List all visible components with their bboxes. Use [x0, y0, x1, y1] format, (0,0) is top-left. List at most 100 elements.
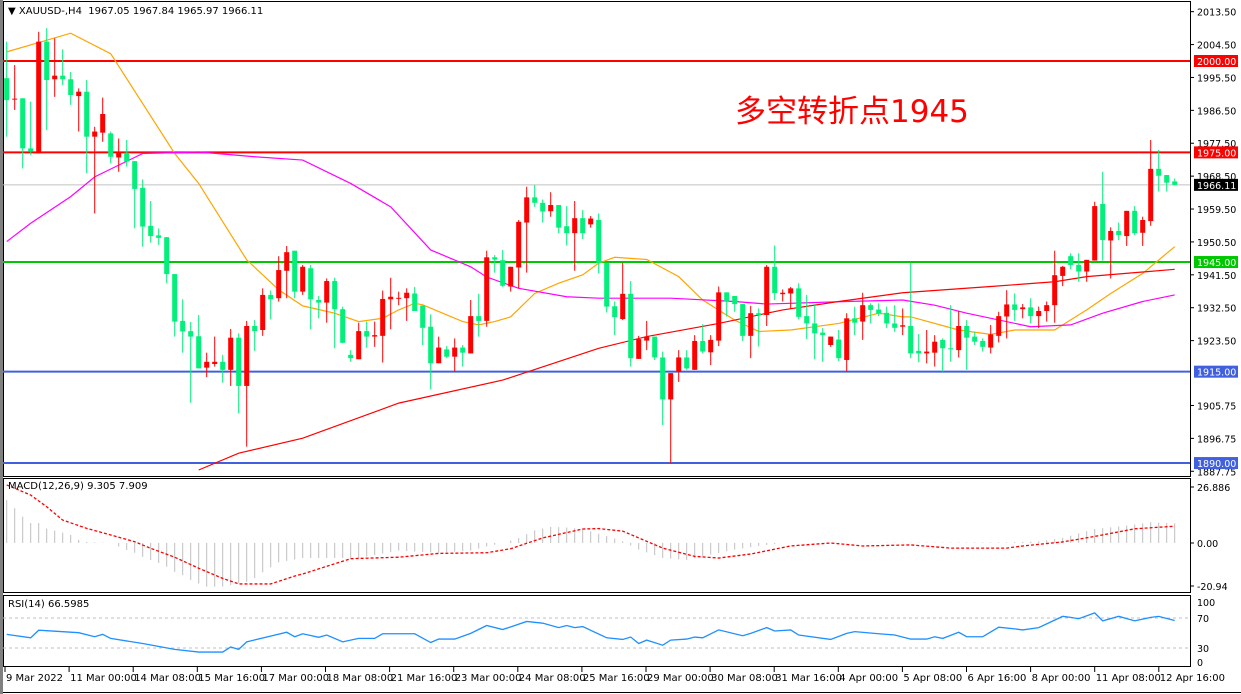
candle-body — [892, 323, 898, 328]
time-axis-label: 21 Mar 16:00 — [390, 673, 458, 684]
candle-body — [1036, 311, 1042, 317]
candle-body — [964, 325, 970, 338]
rsi-axis-label: 70 — [1197, 614, 1209, 625]
candle-body — [220, 361, 226, 370]
candle-body — [756, 313, 762, 316]
candle-body — [604, 262, 610, 307]
candle-body — [1140, 219, 1146, 233]
candle-body — [700, 340, 706, 352]
candle-body — [924, 351, 930, 354]
candle-body — [748, 313, 754, 336]
candle-body — [396, 297, 402, 299]
candle-body — [732, 296, 738, 305]
candle-body — [708, 339, 714, 353]
symbol-header: ▼ XAUUSD-,H4 1967.05 1967.84 1965.97 196… — [8, 6, 263, 17]
candle-body — [36, 41, 42, 154]
candle-body — [1084, 259, 1090, 272]
time-axis-label: 5 Apr 08:00 — [903, 673, 963, 684]
rsi-line — [6, 612, 1175, 653]
main-panel-frame — [3, 1, 1191, 477]
candle-body — [940, 339, 946, 349]
candle-body — [876, 309, 882, 314]
time-axis-label: 23 Mar 00:00 — [454, 673, 522, 684]
candle-body — [884, 312, 890, 324]
dropdown-triangle-icon[interactable]: ▼ — [8, 6, 16, 17]
candle-body — [364, 331, 370, 337]
price-tick-label: 1968.50 — [1197, 172, 1236, 183]
candle-body — [28, 148, 34, 152]
candle-body — [348, 354, 354, 359]
candle-body — [1068, 256, 1074, 265]
candle-body — [180, 320, 186, 332]
level-price-tag-bg — [1194, 457, 1238, 470]
candle-body — [324, 281, 330, 303]
candle-body — [844, 318, 850, 360]
candle-body — [1172, 181, 1178, 185]
candle-body — [452, 347, 458, 357]
candle-body — [996, 316, 1002, 336]
candle-body — [956, 325, 962, 351]
candle-body — [204, 361, 210, 368]
candle-body — [556, 205, 562, 228]
price-tick-label: 1896.75 — [1197, 434, 1236, 445]
candle-body — [292, 250, 298, 292]
candle-body — [1124, 210, 1130, 237]
candle-body — [44, 41, 50, 81]
price-tick-label: 1941.50 — [1197, 271, 1236, 282]
price-tick-label: 1923.50 — [1197, 337, 1236, 348]
candle-body — [372, 335, 378, 337]
time-axis-label: 4 Apr 00:00 — [839, 673, 899, 684]
candle-body — [820, 332, 826, 336]
candle-body — [1076, 264, 1082, 272]
price-tick-label: 2013.50 — [1197, 8, 1236, 19]
candle-body — [252, 325, 258, 332]
candle-body — [1028, 307, 1034, 317]
candle-body — [988, 334, 994, 348]
level-price-tag-bg — [1194, 146, 1238, 159]
time-axis-label: 18 Mar 08:00 — [326, 673, 394, 684]
candle-body — [1156, 168, 1162, 176]
current-price-tag: 1966.11 — [1197, 181, 1236, 192]
price-tick-label: 1887.75 — [1197, 467, 1236, 478]
candle-body — [1004, 304, 1010, 317]
candle-body — [500, 260, 506, 286]
candle-body — [740, 304, 746, 336]
candle-body — [668, 373, 674, 400]
level-price-tag: 1890.00 — [1197, 459, 1236, 470]
candle-body — [972, 336, 978, 342]
candle-body — [148, 225, 154, 237]
candle-body — [92, 131, 98, 137]
candle-body — [572, 218, 578, 234]
candle-body — [900, 325, 906, 327]
candle-body — [540, 202, 546, 212]
candle-body — [388, 296, 394, 300]
candle-body — [132, 161, 138, 189]
time-axis-label: 29 Mar 00:00 — [647, 673, 714, 684]
candle-body — [76, 91, 82, 97]
ohlc-label: 1967.05 1967.84 1965.97 1966.11 — [88, 6, 264, 17]
candle-body — [260, 294, 266, 331]
candle-body — [460, 347, 466, 353]
candle-body — [852, 318, 858, 323]
candle-body — [1116, 230, 1122, 235]
candle-body — [404, 292, 410, 299]
candle-body — [284, 252, 290, 271]
candle-body — [1108, 230, 1114, 241]
candle-body — [932, 341, 938, 353]
level-price-tag: 1945.00 — [1197, 258, 1236, 269]
candle-body — [188, 331, 194, 337]
level-price-tag-bg — [1194, 55, 1238, 67]
candle-body — [308, 268, 314, 300]
annotation-text: 多空转折点1945 — [735, 94, 969, 130]
candle-body — [1012, 304, 1018, 310]
candle-body — [436, 347, 442, 364]
candle-body — [172, 274, 178, 322]
candle-body — [788, 288, 794, 294]
rsi-title: RSI(14) 66.5985 — [8, 599, 90, 610]
price-tick-label: 1950.50 — [1197, 238, 1236, 249]
candle-body — [484, 257, 490, 321]
candle-body — [4, 78, 10, 101]
level-price-tag: 2000.00 — [1197, 57, 1236, 68]
candle-body — [620, 293, 626, 320]
